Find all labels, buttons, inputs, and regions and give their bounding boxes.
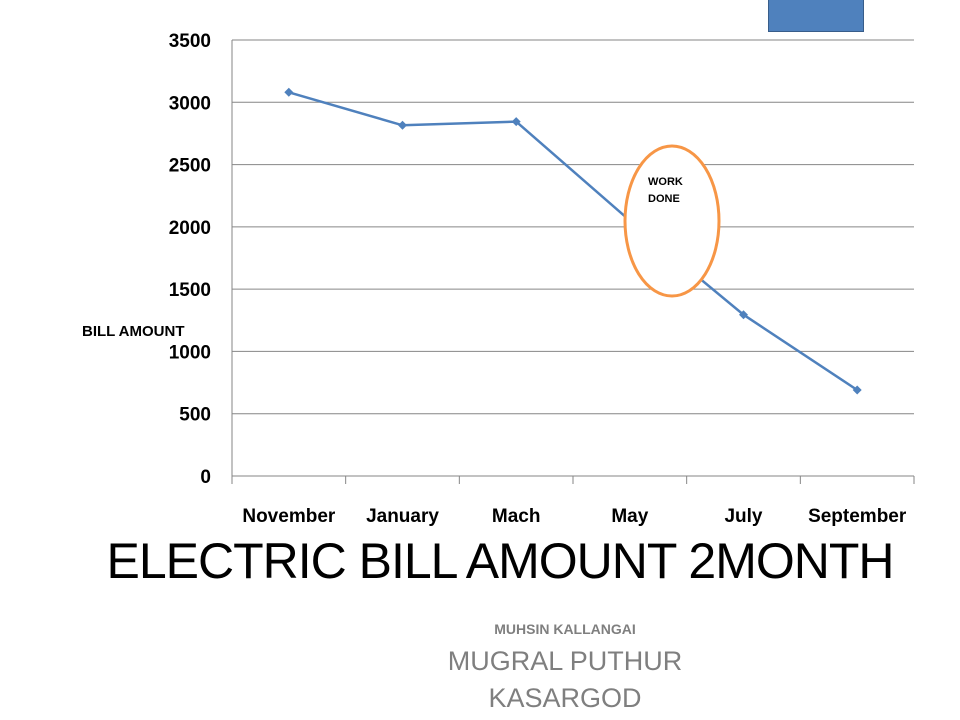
y-tick-label: 2500 — [169, 156, 211, 177]
data-point-marker — [398, 120, 407, 130]
chart-title: ELECTRIC BILL AMOUNT 2MONTH — [106, 533, 894, 589]
data-point-marker — [852, 385, 862, 395]
y-tick-label: 500 — [179, 405, 211, 426]
x-tick-label: Mach — [492, 506, 541, 527]
x-tick-label: January — [366, 506, 439, 527]
callout-text-line2: DONE — [648, 193, 680, 205]
x-tick-label: July — [724, 506, 762, 527]
data-point-marker — [739, 310, 748, 320]
author-name: MUHSIN KALLANGAI — [494, 621, 636, 637]
work-done-callout: WORK DONE — [623, 144, 721, 298]
x-tick-label: May — [611, 506, 648, 527]
y-tick-label: 0 — [200, 467, 211, 488]
y-tick-labels: 0 500 1000 1500 2000 2500 3000 3500 — [169, 31, 211, 488]
callout-text-line1: WORK — [648, 176, 683, 188]
place-line-2: KASARGOD — [488, 683, 642, 713]
corner-rectangle — [768, 0, 864, 32]
horizontal-gridlines — [232, 39, 914, 415]
y-tick-label: 1500 — [169, 280, 211, 301]
series-markers — [284, 87, 862, 395]
callout-ellipse — [623, 144, 721, 298]
y-tick-label: 1000 — [169, 342, 211, 363]
data-point-marker — [284, 87, 294, 97]
y-axis-label: BILL AMOUNT — [82, 323, 185, 340]
x-tick-marks — [231, 476, 915, 484]
x-tick-labels: November January Mach May July September — [242, 506, 906, 527]
data-point-marker — [511, 117, 521, 127]
series-line — [288, 91, 858, 392]
x-tick-label: November — [242, 506, 336, 527]
x-tick-label: September — [808, 506, 907, 527]
y-tick-label: 3000 — [169, 93, 211, 114]
y-tick-label: 2000 — [169, 218, 211, 239]
y-tick-label: 3500 — [169, 31, 211, 52]
place-line-1: MUGRAL PUTHUR — [447, 646, 683, 676]
